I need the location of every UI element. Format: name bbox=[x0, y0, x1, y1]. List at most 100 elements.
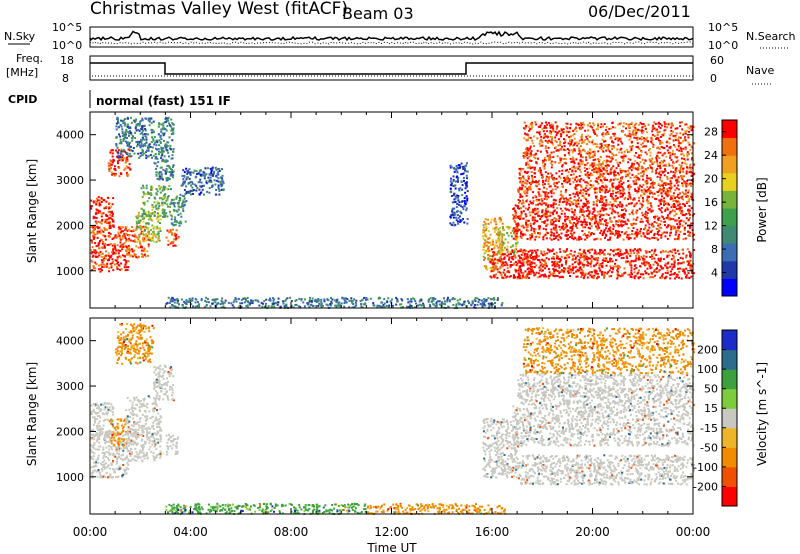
power-cell bbox=[133, 235, 136, 238]
power-cell bbox=[145, 226, 148, 229]
power-cell bbox=[554, 185, 557, 188]
power-cell bbox=[568, 265, 571, 268]
power-cell bbox=[619, 122, 622, 125]
power-cell bbox=[512, 258, 515, 261]
power-cell bbox=[651, 170, 654, 173]
power-cell bbox=[175, 197, 178, 200]
power-cell bbox=[681, 182, 683, 185]
power-cell bbox=[680, 219, 683, 222]
power-cell bbox=[618, 219, 621, 222]
power-cell bbox=[187, 190, 190, 193]
power-cell bbox=[452, 180, 455, 183]
power-cell bbox=[626, 251, 629, 254]
power-cell bbox=[615, 265, 618, 268]
power-cell bbox=[572, 192, 575, 195]
power-cell bbox=[560, 127, 563, 130]
power-cell bbox=[155, 156, 158, 159]
power-cell bbox=[647, 273, 650, 276]
power-cell bbox=[630, 266, 633, 269]
power-cell bbox=[568, 153, 571, 156]
power-cell bbox=[630, 259, 633, 262]
power-cell bbox=[171, 222, 174, 225]
power-cell bbox=[148, 218, 151, 221]
power-cell bbox=[598, 213, 601, 216]
power-cell bbox=[623, 198, 626, 201]
power-cell bbox=[159, 136, 162, 139]
power-cell bbox=[655, 198, 658, 201]
power-cell bbox=[519, 193, 522, 196]
power-cell bbox=[591, 212, 594, 215]
power-cell bbox=[153, 143, 156, 146]
power-cell bbox=[583, 218, 586, 221]
power-cell bbox=[147, 192, 150, 195]
power-cell bbox=[94, 220, 97, 223]
power-cell bbox=[615, 191, 618, 194]
power-cell bbox=[138, 140, 141, 143]
power-cell bbox=[145, 233, 148, 236]
power-cell bbox=[211, 184, 214, 187]
power-cell bbox=[576, 255, 579, 258]
power-cell bbox=[101, 212, 104, 215]
power-cell bbox=[550, 160, 553, 163]
power-cell bbox=[539, 218, 542, 220]
power-cell bbox=[529, 264, 532, 267]
power-cell bbox=[613, 134, 616, 137]
power-cell bbox=[586, 260, 589, 263]
power-cell bbox=[142, 253, 145, 256]
power-cell bbox=[671, 152, 674, 155]
power-cell bbox=[538, 255, 540, 258]
power-cell bbox=[682, 252, 685, 255]
power-cell bbox=[102, 241, 105, 243]
power-cell bbox=[140, 228, 143, 231]
power-cell bbox=[104, 218, 107, 221]
power-cell bbox=[553, 260, 556, 263]
power-cell bbox=[600, 249, 603, 252]
power-cell bbox=[483, 242, 486, 245]
power-cell bbox=[108, 169, 111, 172]
power-cell bbox=[552, 178, 555, 181]
power-cell bbox=[111, 203, 114, 206]
power-cell bbox=[589, 263, 592, 266]
power-cell bbox=[654, 260, 657, 263]
power-cell bbox=[499, 252, 502, 255]
power-cell bbox=[153, 212, 156, 215]
power-cell bbox=[124, 132, 127, 135]
power-cell bbox=[576, 227, 579, 229]
power-cell bbox=[596, 134, 598, 137]
power-cell bbox=[670, 226, 673, 229]
power-cell bbox=[621, 171, 624, 174]
power-cell bbox=[133, 239, 136, 242]
power-cell bbox=[158, 144, 161, 147]
power-cell bbox=[492, 264, 495, 267]
power-cell bbox=[561, 264, 563, 267]
power-cell bbox=[483, 258, 485, 261]
power-cell bbox=[651, 222, 654, 225]
power-cell bbox=[681, 224, 684, 227]
power-cell bbox=[676, 219, 679, 222]
power-cell bbox=[512, 227, 515, 230]
power-cell bbox=[482, 224, 485, 227]
power-cell bbox=[619, 249, 622, 251]
power-cell bbox=[545, 265, 548, 267]
power-cell bbox=[138, 144, 141, 147]
power-cell bbox=[655, 169, 658, 172]
power-cell bbox=[128, 132, 130, 135]
power-cell bbox=[157, 232, 160, 235]
power-cell bbox=[183, 180, 186, 183]
power-cell bbox=[96, 232, 99, 235]
power-cell bbox=[595, 225, 597, 228]
power-cell bbox=[585, 168, 588, 170]
power-cell bbox=[533, 168, 536, 171]
power-cell bbox=[150, 131, 153, 134]
power-cell bbox=[129, 168, 132, 171]
power-cell bbox=[656, 160, 659, 163]
power-cell bbox=[517, 259, 520, 262]
power-cell bbox=[109, 149, 112, 152]
power-cell bbox=[609, 207, 612, 210]
power-cell bbox=[596, 163, 599, 166]
power-cell bbox=[522, 154, 525, 157]
power-cell bbox=[606, 191, 609, 193]
power-cell bbox=[456, 166, 459, 169]
power-cell bbox=[162, 159, 165, 161]
power-cell bbox=[671, 268, 674, 271]
